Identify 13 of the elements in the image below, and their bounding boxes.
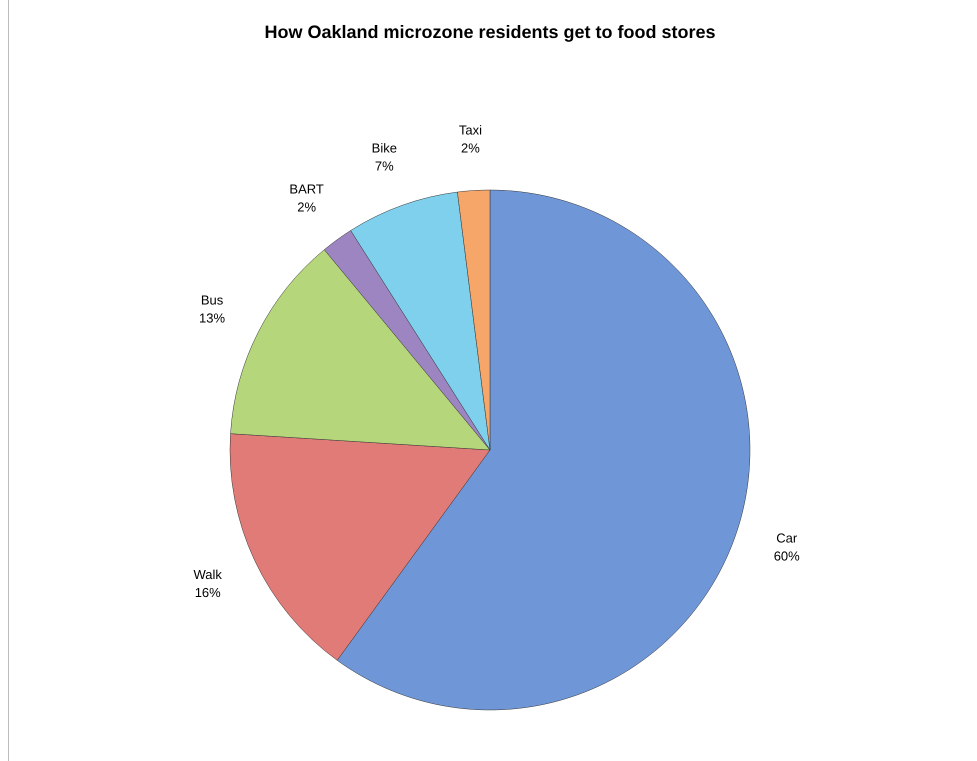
data-label: 16% [194, 584, 222, 600]
slice-label: Bike [372, 140, 397, 156]
slice-label: Car [776, 530, 798, 546]
slice-label: Walk [193, 566, 222, 582]
slice-label: Bus [200, 292, 224, 308]
data-label: 60% [774, 548, 800, 564]
chart-title: How Oakland microzone residents get to food stores [264, 22, 716, 42]
data-label: 7% [374, 158, 394, 174]
data-label: 2% [297, 200, 316, 215]
data-label: 2% [461, 140, 480, 156]
slice-label: BART [289, 182, 324, 197]
slice-label: Taxi [458, 122, 482, 138]
data-label: 13% [198, 310, 226, 326]
